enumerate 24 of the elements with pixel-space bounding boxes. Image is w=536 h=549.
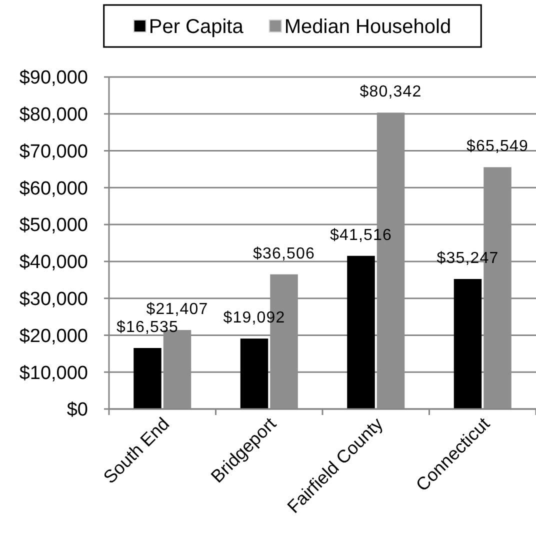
data-label: $19,092 — [223, 310, 286, 327]
legend-label: Median Household — [284, 16, 452, 38]
bar — [240, 338, 268, 409]
data-label: $16,535 — [116, 319, 179, 336]
y-tick-label: $50,000 — [19, 215, 88, 236]
y-tick-label: $90,000 — [19, 68, 88, 89]
data-label: $35,247 — [436, 250, 499, 267]
legend-label: Per Capita — [148, 16, 244, 38]
data-label: $80,342 — [360, 84, 422, 101]
y-tick-label: $20,000 — [19, 326, 88, 347]
data-label: $41,516 — [330, 226, 392, 244]
data-label: $65,549 — [466, 138, 529, 156]
y-tick-label: $40,000 — [19, 252, 88, 274]
y-tick-label: $80,000 — [19, 104, 88, 126]
bar — [454, 278, 482, 409]
bar — [134, 348, 162, 409]
data-label: $36,506 — [252, 245, 316, 262]
data-label: $21,407 — [146, 301, 208, 318]
bar — [347, 256, 375, 409]
y-tick-label: $0 — [66, 400, 88, 421]
y-tick-label: $10,000 — [19, 362, 88, 384]
y-tick-label: $70,000 — [19, 141, 88, 162]
y-tick-label: $30,000 — [19, 288, 88, 310]
y-tick-label: $60,000 — [19, 178, 88, 200]
